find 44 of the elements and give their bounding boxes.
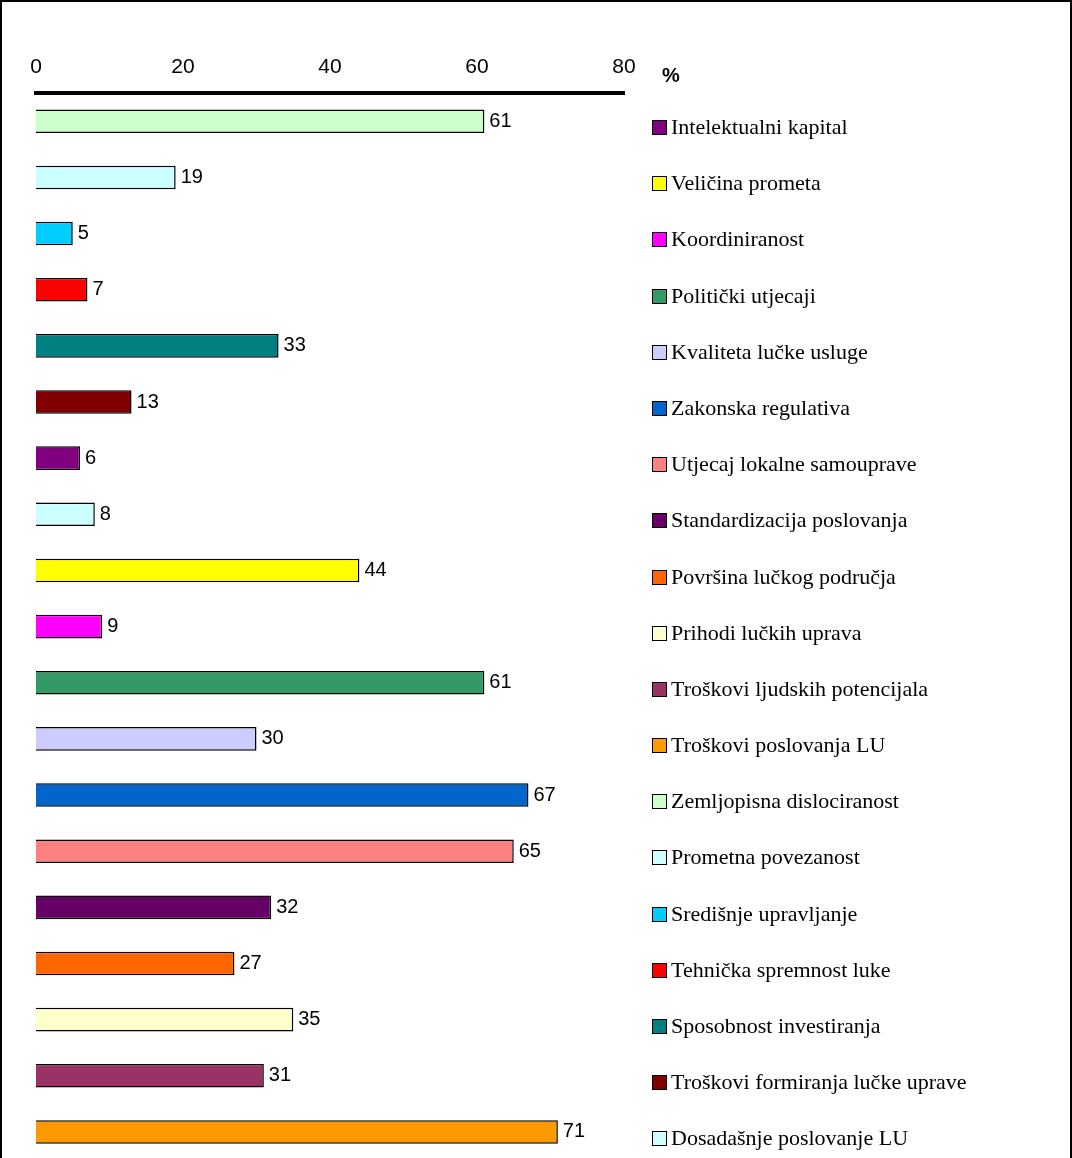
legend-label: Veličina prometa [671,170,821,197]
x-tick-label: 80 [612,54,636,78]
legend-label: Prometna povezanost [671,844,860,871]
data-label: 67 [533,782,556,805]
data-label: 6 [85,445,97,468]
legend-label: Zakonska regulativa [671,394,850,421]
legend-label: Središnje upravljanje [671,900,858,927]
x-axis-title: % [662,64,680,87]
legend-label: Utjecaj lokalne samouprave [671,451,917,478]
legend-label: Troškovi poslovanja LU [671,732,886,759]
data-label: 7 [92,277,104,300]
x-tick-label: 20 [171,54,195,78]
legend-label: Koordiniranost [671,226,805,253]
data-label: 32 [276,894,299,917]
data-label: 33 [283,333,306,356]
legend-label: Politički utjecaji [671,282,816,309]
legend-label: Troškovi formiranja lučke uprave [671,1069,967,1096]
x-tick-label: 40 [318,54,342,78]
legend-label: Tehnička spremnost luke [671,956,891,983]
legend-label: Kvaliteta lučke usluge [671,338,868,365]
legend-label: Standardizacija poslovanja [671,507,908,534]
data-label: 71 [562,1119,586,1142]
data-label: 65 [518,838,541,861]
data-label: 30 [261,726,284,749]
data-label: 13 [136,389,159,412]
data-label: 8 [99,501,111,524]
x-tick-label: 60 [465,54,489,78]
data-label: 35 [298,1007,321,1030]
data-label: 5 [77,221,89,244]
legend-label: Intelektualni kapital [671,114,848,140]
data-label: 61 [489,108,512,131]
data-label: 44 [364,557,387,580]
data-label: 27 [239,951,262,973]
legend-label: Zemljopisna dislociranost [671,788,899,815]
legend-label: Troškovi ljudskih potencijala [671,675,929,702]
data-label: 9 [107,614,119,637]
legend-label: Sposobnost investiranja [671,1013,881,1039]
x-tick-label: 0 [30,54,42,78]
legend-label: Prihodi lučkih uprava [671,619,862,646]
legend-label: Površina lučkog područja [671,563,896,590]
data-label: 61 [489,670,512,693]
legend-label: Dosadašnje poslovanje LU [671,1125,909,1152]
data-label: 19 [180,164,203,187]
data-label: 31 [268,1063,292,1086]
